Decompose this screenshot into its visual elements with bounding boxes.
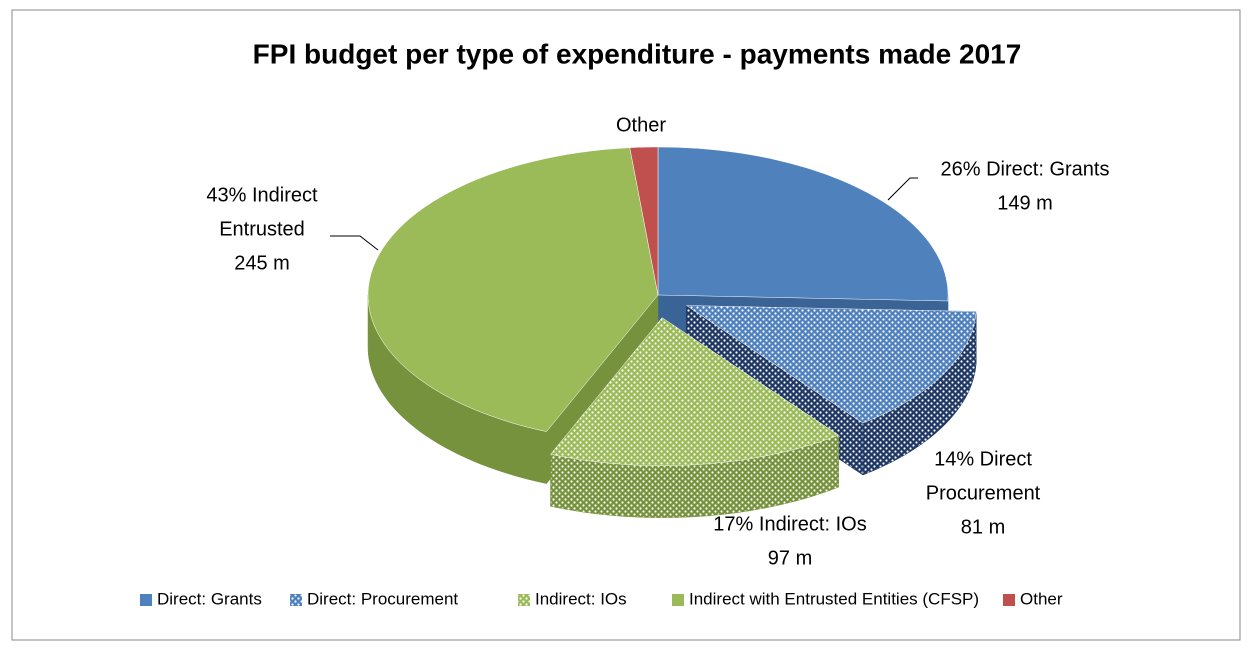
leader-line <box>330 235 379 251</box>
legend-swatch <box>672 594 684 606</box>
data-label: 149 m <box>997 192 1053 214</box>
slice <box>657 146 949 302</box>
data-label: 245 m <box>234 252 290 274</box>
legend-swatch <box>518 594 530 606</box>
slice <box>685 305 977 424</box>
legend-swatch <box>1003 594 1015 606</box>
slice <box>629 146 659 296</box>
data-label: 14% Direct <box>934 448 1032 470</box>
data-label: 43% Indirect <box>206 184 318 206</box>
legend-label: Indirect with Entrusted Entities (CFSP) <box>689 589 979 608</box>
leader-line <box>887 177 918 201</box>
data-label: Procurement <box>926 482 1041 504</box>
slice <box>367 147 659 432</box>
data-label: Entrusted <box>219 218 305 240</box>
data-label: 26% Direct: Grants <box>941 158 1110 180</box>
legend-swatch <box>290 594 302 606</box>
legend-swatch <box>140 594 152 606</box>
data-label: 97 m <box>768 547 812 569</box>
data-label: Other <box>616 114 666 136</box>
slice <box>550 317 840 466</box>
data-label: 81 m <box>961 516 1005 538</box>
chart-title: FPI budget per type of expenditure - pay… <box>253 38 1022 69</box>
data-label: 17% Indirect: IOs <box>713 513 866 535</box>
legend-label: Direct: Procurement <box>307 589 458 608</box>
legend-label: Direct: Grants <box>157 589 262 608</box>
legend-label: Indirect: IOs <box>535 589 627 608</box>
legend-label: Other <box>1020 589 1063 608</box>
